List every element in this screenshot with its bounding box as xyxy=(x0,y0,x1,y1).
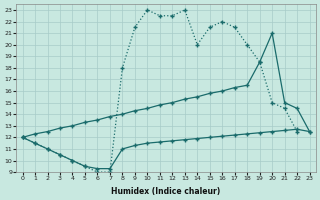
X-axis label: Humidex (Indice chaleur): Humidex (Indice chaleur) xyxy=(111,187,221,196)
